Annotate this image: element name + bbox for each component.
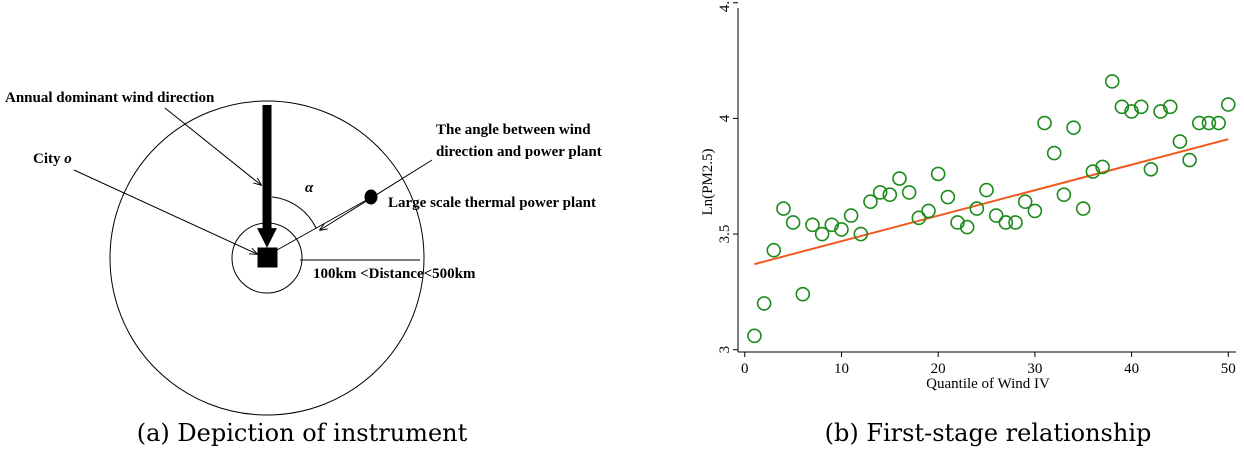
- wind-label: Annual dominant wind direction: [5, 90, 215, 106]
- x-tick-label: 40: [1124, 361, 1139, 377]
- alpha-label: α: [305, 180, 314, 196]
- point: [795, 286, 811, 302]
- city-pointer: [73, 169, 257, 254]
- point: [1124, 104, 1139, 119]
- point: [930, 166, 946, 182]
- caption: (a) Depiction of instrument: [137, 419, 468, 447]
- city-square: [257, 247, 278, 268]
- fit-line: [754, 138, 1229, 266]
- point: [1017, 194, 1033, 209]
- point: [843, 208, 859, 223]
- point: [853, 226, 869, 242]
- point: [1075, 201, 1091, 216]
- caption: (b) First-stage relationship: [825, 419, 1152, 447]
- point: [1182, 152, 1197, 168]
- angle-pointer: [320, 159, 433, 230]
- point: [921, 203, 936, 219]
- x-tick-label: 50: [1221, 361, 1236, 377]
- point: [1008, 215, 1023, 230]
- x-tick-label: 20: [931, 361, 946, 377]
- point: [1201, 115, 1217, 131]
- point: [1133, 99, 1149, 115]
- point: [824, 217, 840, 233]
- y-tick-label: 3.5: [717, 225, 733, 244]
- outer-circle: [109, 100, 425, 416]
- point: [872, 185, 888, 200]
- point: [959, 219, 975, 235]
- city-word: City: [33, 151, 61, 167]
- point: [1220, 97, 1236, 112]
- city-label: City o: [33, 151, 72, 167]
- diagram: [73, 100, 433, 416]
- point: [969, 201, 985, 216]
- point: [1143, 161, 1159, 177]
- plant-label: Large scale thermal power plant: [388, 195, 596, 211]
- angle-arc: [271, 196, 317, 229]
- point: [1027, 203, 1043, 219]
- point: [940, 189, 956, 205]
- y-axis-label: Ln(PM2.5): [700, 148, 716, 215]
- y-tick-label: 4.5: [717, 0, 733, 12]
- point: [766, 242, 782, 258]
- point: [1191, 115, 1207, 131]
- point: [863, 194, 878, 209]
- point: [1085, 164, 1101, 179]
- angle-label: direction and power plant: [436, 144, 602, 160]
- point: [950, 215, 965, 230]
- point: [747, 328, 762, 344]
- point: [756, 296, 772, 311]
- x-tick-label: 10: [834, 361, 849, 377]
- point: [834, 222, 849, 237]
- y-tick-label: 4: [717, 114, 733, 122]
- point: [1104, 74, 1120, 89]
- point: [882, 187, 898, 203]
- point: [988, 208, 1004, 223]
- point: [1162, 99, 1178, 115]
- point: [1056, 187, 1072, 203]
- point: [1066, 120, 1081, 135]
- point: [892, 171, 907, 186]
- x-axis-label: Quantile of Wind IV: [926, 376, 1050, 392]
- point: [1153, 104, 1168, 119]
- point: [998, 215, 1014, 230]
- distance-label: 100km <Distance<500km: [313, 266, 476, 282]
- point: [1046, 145, 1062, 161]
- point: [901, 185, 917, 200]
- point: [1172, 134, 1188, 149]
- point: [911, 210, 927, 226]
- point: [1037, 115, 1052, 131]
- wind-pointer: [164, 107, 261, 185]
- city-symbol: o: [64, 151, 72, 167]
- point: [805, 217, 820, 233]
- point: [1114, 99, 1130, 115]
- plant-dot: [364, 189, 378, 205]
- point: [776, 201, 791, 216]
- point: [1095, 159, 1110, 175]
- plant-line: [276, 197, 371, 251]
- point: [1211, 115, 1226, 131]
- x-tick-label: 0: [741, 361, 749, 377]
- x-tick-label: 30: [1027, 361, 1042, 377]
- point: [979, 182, 994, 198]
- y-tick-label: 3: [717, 346, 733, 354]
- point: [785, 215, 801, 230]
- point: [814, 226, 830, 242]
- angle-label: The angle between wind: [436, 122, 591, 138]
